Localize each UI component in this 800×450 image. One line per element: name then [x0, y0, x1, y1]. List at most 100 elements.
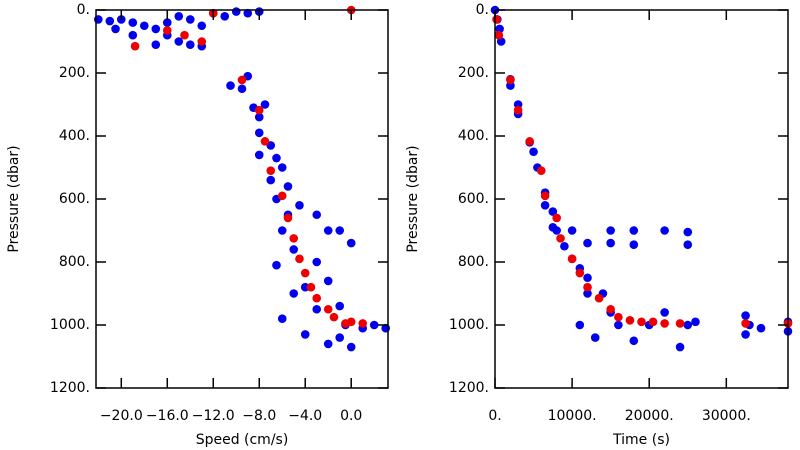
point [629, 240, 639, 249]
point [614, 312, 623, 322]
point [260, 137, 270, 146]
point [300, 268, 310, 278]
x-tick-label: −20.0 [100, 408, 143, 424]
point [335, 333, 345, 342]
y-tick-label: 600. [59, 191, 90, 207]
point [540, 201, 550, 210]
point [660, 226, 669, 235]
point [237, 75, 247, 85]
y-tick-label: 800. [59, 254, 90, 270]
point [289, 245, 299, 254]
point [220, 11, 230, 21]
y-tick-label: 400. [458, 128, 489, 144]
point [283, 213, 293, 223]
point [111, 24, 120, 34]
point [494, 30, 504, 40]
point [180, 30, 189, 40]
point [560, 241, 569, 251]
point [312, 210, 322, 220]
y-tick-label: 200. [59, 65, 90, 81]
x-tick-label: 0.0 [340, 408, 362, 424]
point [312, 257, 322, 267]
point [323, 226, 333, 235]
y-tick-label: 1200. [449, 380, 489, 396]
point [185, 40, 195, 49]
point [130, 41, 140, 51]
point [556, 234, 565, 243]
point [614, 320, 623, 330]
point [660, 308, 669, 317]
point [231, 7, 241, 16]
point [575, 320, 585, 330]
y-tick-label: 1000. [50, 317, 90, 333]
x-tick-label: 0. [488, 408, 501, 424]
point [683, 240, 693, 249]
point [329, 312, 339, 322]
point [237, 84, 247, 94]
point [675, 319, 685, 328]
point [323, 304, 333, 314]
point [683, 320, 693, 330]
point [606, 238, 615, 248]
point [369, 320, 379, 330]
point [174, 11, 184, 21]
point [552, 213, 561, 223]
point [272, 260, 281, 270]
point [637, 317, 646, 327]
x-tick-label: −4.0 [288, 408, 322, 424]
x-axis-label: Time (s) [612, 432, 670, 448]
y-tick-label: 600. [458, 191, 489, 207]
y-tick-label: 400. [59, 128, 90, 144]
point [741, 311, 750, 320]
point [567, 254, 577, 264]
point [583, 282, 592, 292]
point [625, 315, 635, 325]
point [548, 223, 558, 232]
point [174, 37, 184, 46]
point [197, 21, 207, 31]
point [277, 163, 287, 172]
point [683, 227, 693, 237]
point [583, 289, 592, 298]
point [691, 317, 700, 327]
point [162, 18, 172, 27]
point [575, 268, 585, 278]
point [162, 26, 172, 35]
point [185, 15, 195, 24]
x-tick-label: 10000. [548, 408, 597, 424]
x-tick-label: 30000. [702, 408, 751, 424]
x-tick-label: 20000. [625, 408, 674, 424]
point [312, 304, 322, 314]
point [529, 147, 538, 157]
point [151, 24, 161, 34]
point [606, 226, 615, 235]
point [254, 112, 264, 122]
x-tick-label: −12.0 [192, 408, 235, 424]
point [358, 319, 368, 328]
point [197, 37, 207, 46]
point [648, 317, 658, 327]
point [128, 30, 138, 40]
y-tick-label: 200. [458, 65, 489, 81]
point [346, 238, 356, 248]
point [629, 336, 639, 346]
point [567, 226, 577, 235]
x-tick-label: −8.0 [242, 408, 276, 424]
point [266, 166, 276, 175]
point [105, 16, 115, 26]
point [243, 8, 253, 18]
plot-frame [95, 9, 389, 389]
point [495, 24, 504, 34]
y-tick-label: 0. [77, 2, 90, 18]
point [254, 128, 264, 138]
point [254, 150, 264, 160]
point [629, 226, 639, 235]
point [151, 40, 161, 49]
y-tick-label: 800. [458, 254, 489, 270]
y-tick-label: 0. [476, 2, 489, 18]
y-axis-label: Pressure (dbar) [405, 145, 421, 252]
point [506, 75, 515, 85]
point [741, 330, 750, 339]
point [583, 238, 592, 248]
